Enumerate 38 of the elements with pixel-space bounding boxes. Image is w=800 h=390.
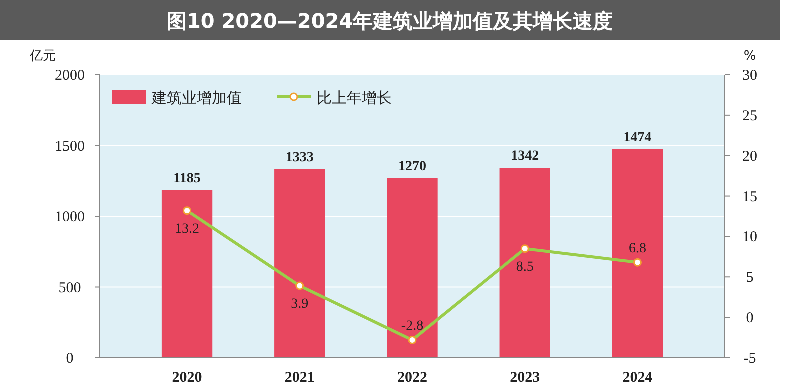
- y-tick-label: 1500: [55, 138, 85, 155]
- y2-tick-label: 20: [742, 148, 758, 165]
- data-label: 8.5: [516, 260, 534, 275]
- data-label: 13.2: [175, 222, 200, 237]
- y-axis-title: 亿元: [29, 49, 56, 64]
- data-label: 1270: [398, 159, 426, 174]
- legend-label: 比上年增长: [317, 89, 392, 107]
- x-tick-label: 2022: [398, 370, 428, 386]
- y-tick-label: 0: [66, 351, 74, 367]
- y2-tick-label: 10: [742, 230, 758, 246]
- y-tick-label: 500: [58, 280, 82, 296]
- y-tick-label: 1000: [55, 210, 85, 226]
- y2-tick-label: 25: [742, 108, 758, 124]
- bar: [162, 190, 213, 358]
- data-label: 3.9: [291, 297, 309, 312]
- x-tick-label: 2024: [622, 370, 654, 386]
- y2-axis-title: %: [744, 49, 756, 64]
- data-label: 1474: [624, 130, 652, 146]
- bar: [612, 149, 664, 358]
- data-label: 1333: [286, 150, 314, 166]
- x-tick-label: 2021: [284, 370, 315, 386]
- x-tick-label: 2020: [172, 370, 202, 386]
- chart-title: 图10 2020—2024年建筑业增加值及其增长速度: [166, 9, 614, 33]
- legend-label: 建筑业增加值: [151, 89, 242, 107]
- y2-tick-label: 15: [742, 189, 758, 206]
- y-tick-label: 2000: [55, 68, 85, 84]
- data-label: 1342: [511, 149, 540, 164]
- bar: [387, 178, 438, 358]
- data-label: 1185: [174, 171, 201, 186]
- y2-tick-label: 0: [746, 310, 754, 327]
- bar: [500, 168, 550, 358]
- y2-tick-label: 30: [742, 68, 758, 84]
- bar: [274, 169, 326, 358]
- y2-tick-label: 5: [746, 270, 754, 286]
- data-label: -2.8: [401, 319, 424, 334]
- x-tick-label: 2023: [510, 370, 540, 386]
- data-label: 6.8: [628, 242, 646, 257]
- y2-tick-label: -5: [744, 351, 756, 367]
